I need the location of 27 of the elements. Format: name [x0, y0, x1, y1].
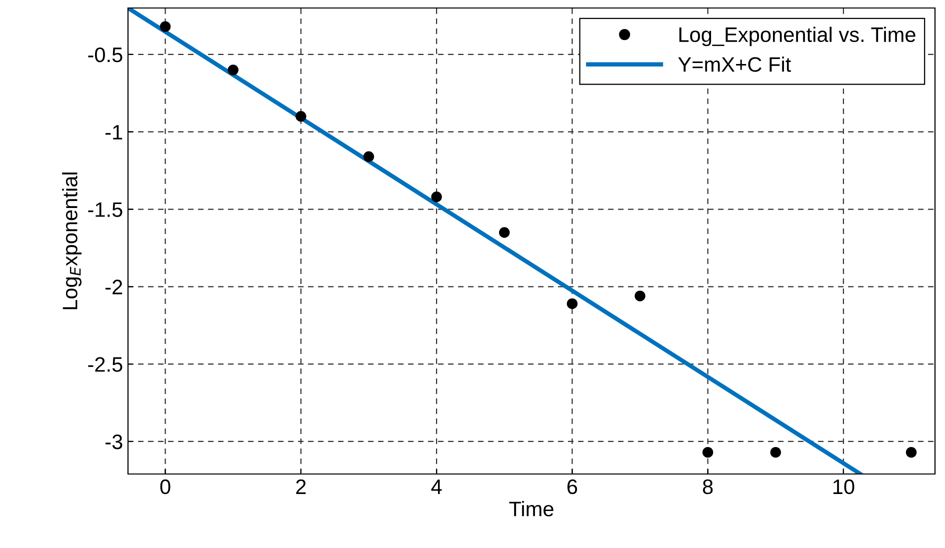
y-tick-label: -1.5 [88, 202, 122, 218]
x-tick-label: 4 [431, 480, 442, 494]
y-tick-label: -2 [106, 280, 122, 294]
y-tick-label: -1 [106, 125, 122, 140]
x-tick-label: 6 [567, 479, 578, 494]
point [770, 446, 781, 458]
x-axis-title: Time [509, 501, 554, 516]
point [363, 151, 374, 162]
x-tick-label: 8 [702, 479, 713, 494]
x-tick-label: 0 [160, 479, 170, 494]
point [702, 446, 714, 458]
point [906, 446, 917, 458]
y-axis-title: Log$_{E}$xponential [62, 172, 82, 310]
point [499, 227, 510, 238]
point [566, 298, 578, 310]
point [228, 64, 238, 76]
x-tick-label: 10 [833, 479, 854, 494]
legend-label: Log_Exponential vs. Time [679, 26, 916, 46]
point [296, 111, 306, 122]
y-tick-label: -2.5 [88, 357, 122, 372]
y-tick-label: -0.5 [88, 47, 122, 62]
x-tick-label: 2 [296, 479, 306, 494]
point [634, 290, 646, 302]
legend-label: Y=mX+C Fit [678, 56, 791, 72]
point [160, 21, 171, 32]
point [431, 192, 442, 202]
y-tick-label: -3 [106, 434, 122, 450]
